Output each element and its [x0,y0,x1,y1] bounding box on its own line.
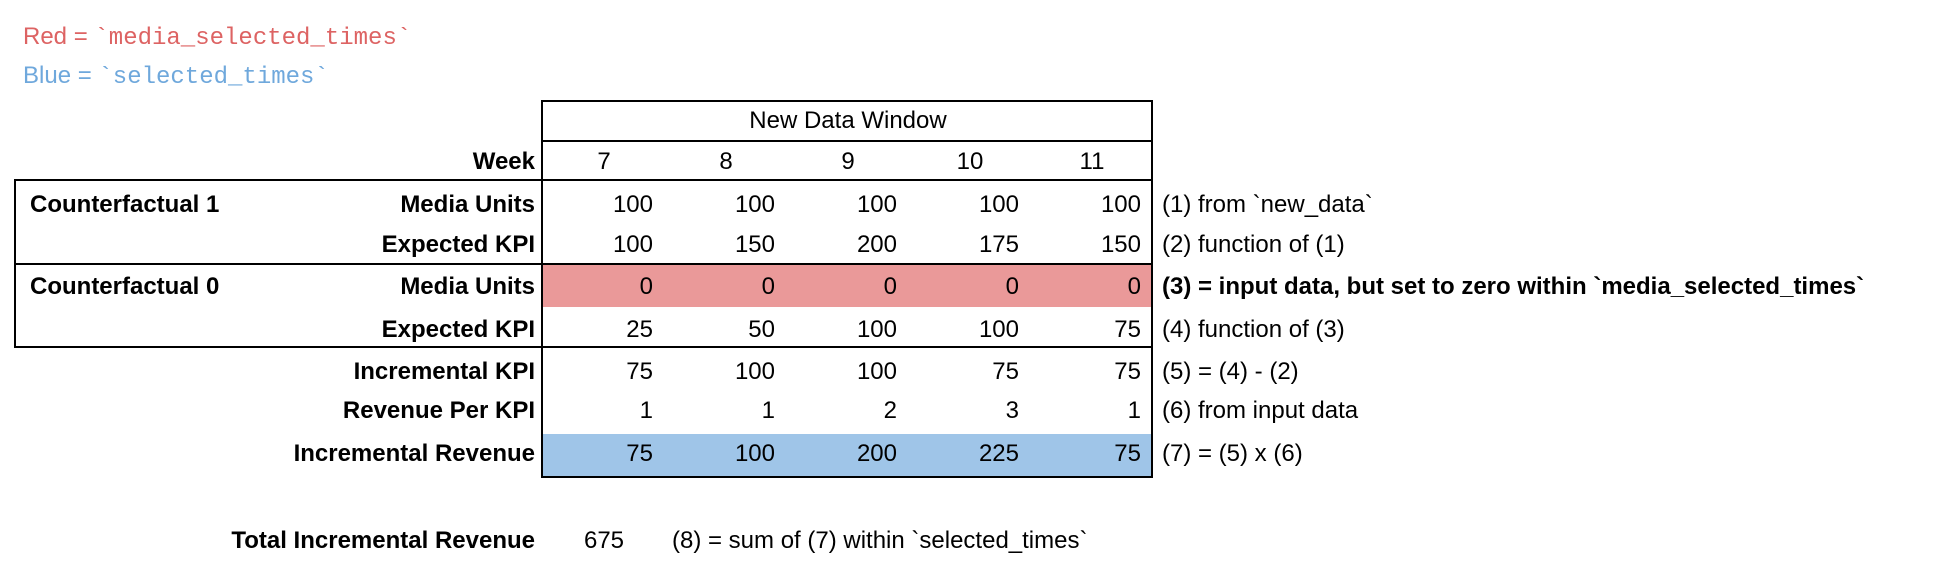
value-cell: 100 [856,316,897,343]
week-8: 8 [719,148,733,175]
table-row-incremental-revenue: Incremental Revenue 75 100 200 225 75 (7… [0,433,1960,475]
border-table-bottom [541,476,1153,478]
week-10: 10 [956,148,984,175]
legend-blue-label: Blue = [23,62,99,89]
annotation-3: (3) = input data, but set to zero within… [1162,273,1865,300]
value-cell: 25 [626,316,653,343]
week-9: 9 [841,148,855,175]
value-cell: 1 [761,397,775,424]
value-cell: 175 [978,231,1019,258]
border-cf1-top [14,179,1153,181]
row-label: Media Units [400,273,535,300]
value-cell: 2 [883,397,897,424]
week-7: 7 [597,148,611,175]
border-header-top [541,100,1153,102]
value-cell: 200 [856,440,897,467]
table-row-cf0-expected-kpi: Expected KPI 25 50 100 100 75 (4) functi… [0,309,1960,351]
value-cell: 150 [1100,231,1141,258]
new-data-window-header: New Data Window [749,107,947,134]
value-cell: 0 [883,273,897,300]
value-cell: 100 [978,191,1019,218]
value-cell: 150 [734,231,775,258]
legend-red-label: Red = [23,23,95,50]
annotation-5: (5) = (4) - (2) [1162,358,1299,385]
value-cell: 75 [1114,358,1141,385]
value-cell: 3 [1005,397,1019,424]
value-cell: 0 [761,273,775,300]
border-cf0-bottom [14,346,1153,348]
row-label: Media Units [400,191,535,218]
value-cell: 75 [1114,440,1141,467]
value-cell: 100 [734,440,775,467]
row-label: Incremental Revenue [293,440,535,467]
row-label: Revenue Per KPI [342,397,535,424]
counterfactual-1-label: Counterfactual 1 [30,191,220,218]
total-value: 675 [583,527,625,554]
counterfactual-0-label: Counterfactual 0 [30,273,220,300]
value-cell: 100 [734,191,775,218]
border-cf1-cf0-divider [14,263,1153,265]
annotation-2: (2) function of (1) [1162,231,1345,258]
row-label: Expected KPI [381,316,535,343]
border-data-left [541,100,543,478]
value-cell: 100 [856,191,897,218]
value-cell: 100 [612,191,653,218]
annotation-4: (4) function of (3) [1162,316,1345,343]
value-cell: 100 [612,231,653,258]
red-highlight-media-selected-times [543,265,1151,307]
value-cell: 200 [856,231,897,258]
value-cell: 1 [639,397,653,424]
value-cell: 0 [1127,273,1141,300]
week-11: 11 [1079,148,1105,175]
total-row: Total Incremental Revenue 675 (8) = sum … [0,520,1960,562]
annotation-1: (1) from `new_data` [1162,191,1373,218]
value-cell: 75 [626,440,653,467]
annotation-6: (6) from input data [1162,397,1359,424]
table-row-revenue-per-kpi: Revenue Per KPI 1 1 2 3 1 (6) from input… [0,390,1960,432]
legend-red-line: Red = `media_selected_times` [23,20,411,54]
legend-red-code: `media_selected_times` [94,25,412,52]
week-row: Week 7 8 9 10 11 [0,143,1960,181]
border-data-right [1151,100,1153,478]
border-left-labels [14,179,16,348]
value-cell: 100 [856,358,897,385]
value-cell: 50 [748,316,775,343]
row-label: Expected KPI [381,231,535,258]
table-row-incremental-kpi: Incremental KPI 75 100 100 75 75 (5) = (… [0,351,1960,393]
value-cell: 75 [626,358,653,385]
value-cell: 0 [1005,273,1019,300]
week-label: Week [472,148,535,175]
value-cell: 1 [1127,397,1141,424]
value-cell: 0 [639,273,653,300]
blue-highlight-selected-times [543,434,1151,476]
table-row-cf1-expected-kpi: Expected KPI 100 150 200 175 150 (2) fun… [0,224,1960,266]
value-cell: 100 [978,316,1019,343]
table-row-cf0-media-units: Counterfactual 0 Media Units 0 0 0 0 0 (… [0,266,1960,308]
row-label: Incremental KPI [353,358,535,385]
annotation-7: (7) = (5) x (6) [1162,440,1303,467]
total-label: Total Incremental Revenue [231,527,535,554]
value-cell: 225 [978,440,1019,467]
legend-blue-line: Blue = `selected_times` [23,59,329,93]
legend-blue-code: `selected_times` [98,64,329,91]
value-cell: 75 [992,358,1019,385]
value-cell: 100 [1100,191,1141,218]
border-header-bottom [541,140,1153,142]
value-cell: 100 [734,358,775,385]
annotation-8: (8) = sum of (7) within `selected_times` [672,527,1088,554]
table-row-cf1-media-units: Counterfactual 1 Media Units 100 100 100… [0,184,1960,226]
value-cell: 75 [1114,316,1141,343]
